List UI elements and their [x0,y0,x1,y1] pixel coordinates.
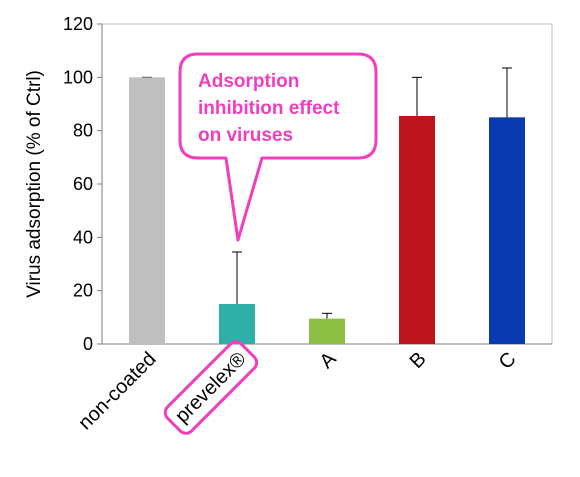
callout-line-3: on viruses [198,125,293,146]
callout-line-1: Adsorption [198,71,299,92]
bar [309,318,345,344]
bar [219,304,255,344]
y-ticks: 0 20 40 60 80 100 120 [63,14,102,354]
highlight-box [163,340,259,435]
callout: Adsorption inhibition effect on viruses [178,52,378,242]
y-tick-label: 0 [83,334,93,354]
bar [489,117,525,344]
y-tick-label: 80 [73,121,93,141]
bar [129,77,165,344]
y-tick-label: 120 [63,14,93,34]
y-tick-label: 20 [73,281,93,301]
y-tick-label: 100 [63,67,93,87]
y-axis-label: Virus adsorption (% of Ctrl) [24,70,45,298]
bar [399,116,435,344]
callout-bubble [178,52,378,242]
y-tick-label: 60 [73,174,93,194]
y-tick-label: 40 [73,227,93,247]
callout-line-2: inhibition effect [198,98,340,119]
bars [129,77,525,344]
